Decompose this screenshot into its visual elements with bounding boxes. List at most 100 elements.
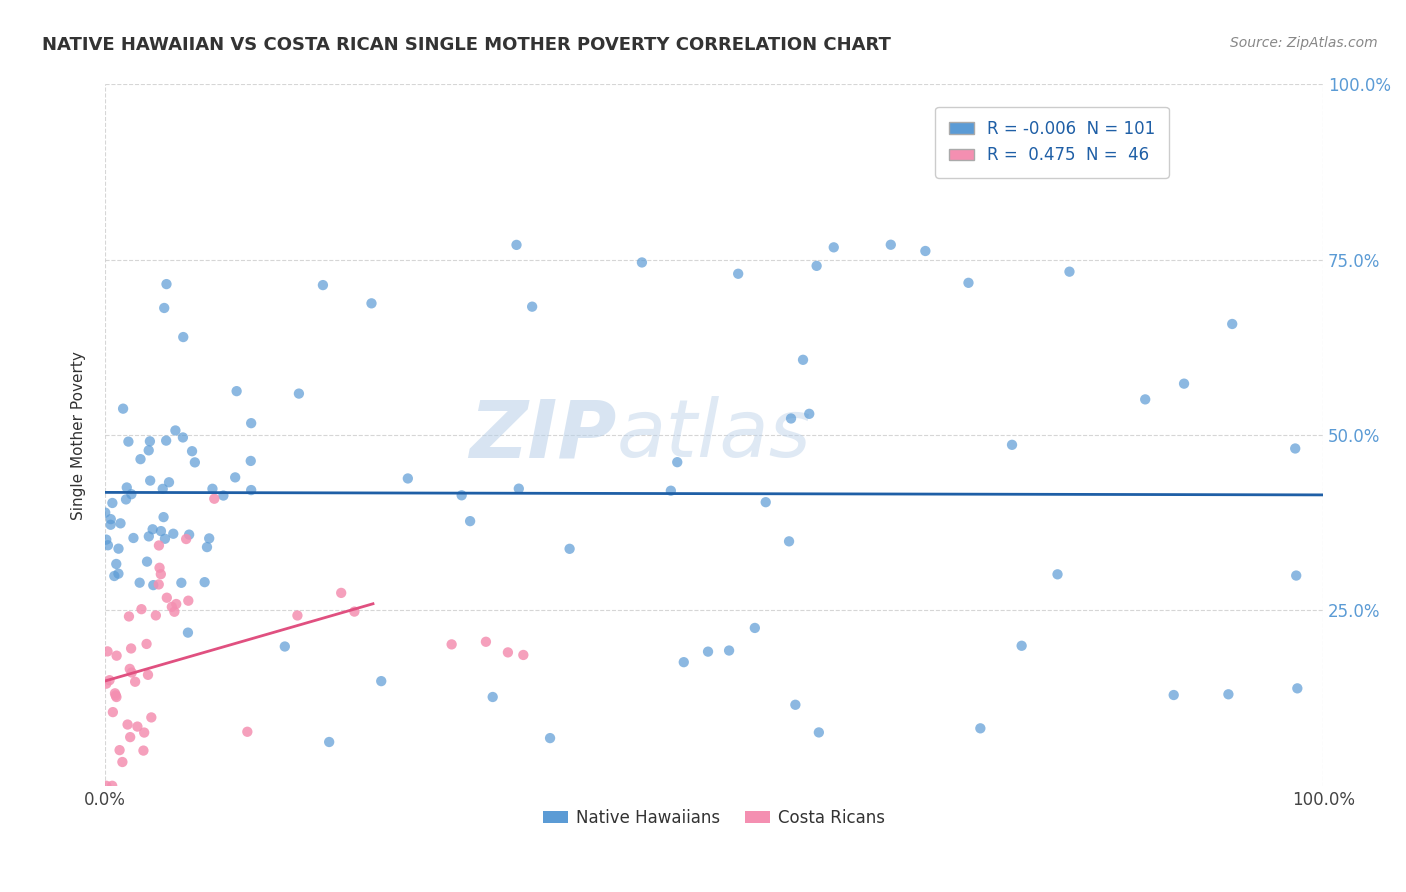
Point [96,644,118,658]
Point [458,514,481,528]
Point [212,489,235,503]
Point [631,255,654,269]
Point [142,522,165,536]
Point [145,608,167,623]
Point [330,586,353,600]
Point [134,725,156,739]
Point [105,690,128,704]
Point [117,434,139,449]
Point [96,676,118,690]
Point [112,401,135,416]
Point [107,541,129,556]
Point [1286,681,1309,696]
Point [727,267,749,281]
Point [121,665,143,680]
Point [96,533,118,547]
Point [163,605,186,619]
Point [98,673,121,688]
Point [1011,639,1033,653]
Point [160,599,183,614]
Point [1046,567,1069,582]
Point [120,487,142,501]
Point [806,259,828,273]
Text: Source: ZipAtlas.com: Source: ZipAtlas.com [1230,36,1378,50]
Point [155,277,177,292]
Point [240,416,263,430]
Text: NATIVE HAWAIIAN VS COSTA RICAN SINGLE MOTHER POVERTY CORRELATION CHART: NATIVE HAWAIIAN VS COSTA RICAN SINGLE MO… [42,36,891,54]
Point [96,779,118,793]
Point [179,527,201,541]
Point [785,698,807,712]
Point [799,407,821,421]
Point [181,444,204,458]
Point [162,526,184,541]
Point [194,575,217,590]
Point [744,621,766,635]
Point [496,645,519,659]
Point [558,541,581,556]
Point [172,330,194,344]
Point [131,602,153,616]
Point [120,730,142,744]
Point [914,244,936,258]
Point [104,686,127,700]
Point [115,480,138,494]
Point [792,352,814,367]
Point [105,557,128,571]
Point [807,725,830,739]
Point [103,569,125,583]
Point [1285,568,1308,582]
Point [156,591,179,605]
Point [148,539,170,553]
Point [505,238,527,252]
Point [139,474,162,488]
Point [141,710,163,724]
Point [105,648,128,663]
Point [659,483,682,498]
Point [520,300,543,314]
Point [778,534,800,549]
Point [153,301,176,315]
Point [139,434,162,449]
Point [672,655,695,669]
Point [104,689,127,703]
Point [396,471,419,485]
Point [236,724,259,739]
Point [153,532,176,546]
Y-axis label: Single Mother Poverty: Single Mother Poverty [72,351,86,519]
Point [666,455,689,469]
Point [149,524,172,538]
Point [127,720,149,734]
Point [110,516,132,531]
Point [538,731,561,745]
Point [1218,687,1240,701]
Point [152,482,174,496]
Point [174,532,197,546]
Point [288,386,311,401]
Point [1220,317,1243,331]
Point [115,492,138,507]
Point [155,434,177,448]
Point [225,384,247,399]
Point [177,625,200,640]
Point [101,705,124,719]
Text: ZIP: ZIP [470,396,617,475]
Point [318,735,340,749]
Point [198,532,221,546]
Point [118,662,141,676]
Point [170,575,193,590]
Point [97,538,120,552]
Point [224,470,246,484]
Point [343,605,366,619]
Point [136,668,159,682]
Point [240,483,263,497]
Text: atlas: atlas [617,396,811,475]
Point [120,641,142,656]
Point [755,495,778,509]
Point [202,491,225,506]
Point [111,755,134,769]
Point [118,609,141,624]
Point [1284,442,1306,456]
Point [508,482,530,496]
Point [287,608,309,623]
